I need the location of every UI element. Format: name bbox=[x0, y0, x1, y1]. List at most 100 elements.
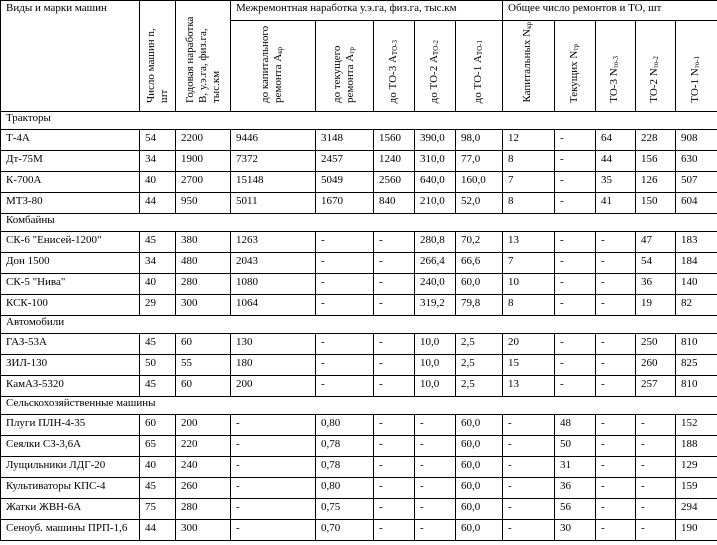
machine-name-cell: Сеялки СЗ-3,6А bbox=[1, 436, 140, 457]
value-cell: 280 bbox=[176, 499, 231, 520]
group-row: Комбайны bbox=[1, 214, 717, 232]
value-cell: - bbox=[316, 253, 374, 274]
value-cell: 77,0 bbox=[456, 151, 503, 172]
value-cell: 140 bbox=[676, 274, 717, 295]
value-cell: - bbox=[596, 520, 636, 541]
value-cell: 1560 bbox=[374, 130, 415, 151]
value-cell: - bbox=[555, 376, 596, 397]
value-cell: 0,78 bbox=[316, 457, 374, 478]
value-cell: 60 bbox=[140, 415, 176, 436]
value-cell: 310,0 bbox=[415, 151, 456, 172]
value-cell: 319,2 bbox=[415, 295, 456, 316]
value-cell: - bbox=[374, 415, 415, 436]
value-cell: 19 bbox=[636, 295, 676, 316]
value-cell: 130 bbox=[231, 334, 316, 355]
value-cell: 45 bbox=[140, 376, 176, 397]
value-cell: 480 bbox=[176, 253, 231, 274]
value-cell: 60,0 bbox=[456, 478, 503, 499]
value-cell: 188 bbox=[676, 436, 717, 457]
machine-name-cell: Плуги ПЛН-4-35 bbox=[1, 415, 140, 436]
value-cell: 13 bbox=[503, 232, 555, 253]
value-cell: - bbox=[596, 457, 636, 478]
value-cell: 0,75 bbox=[316, 499, 374, 520]
value-cell: 29 bbox=[140, 295, 176, 316]
value-cell: - bbox=[415, 457, 456, 478]
value-cell: - bbox=[503, 415, 555, 436]
value-cell: - bbox=[316, 355, 374, 376]
value-cell: 45 bbox=[140, 334, 176, 355]
value-cell: - bbox=[374, 274, 415, 295]
value-cell: 0,80 bbox=[316, 415, 374, 436]
value-cell: 8 bbox=[503, 295, 555, 316]
value-cell: 640,0 bbox=[415, 172, 456, 193]
header-interrepair-4: до ТО-1 АТО-1 bbox=[456, 21, 503, 112]
group-title: Автомобили bbox=[1, 316, 717, 334]
value-cell: 60,0 bbox=[456, 415, 503, 436]
value-cell: 60,0 bbox=[456, 436, 503, 457]
value-cell: 56 bbox=[555, 499, 596, 520]
machine-name-cell: КамАЗ-5320 bbox=[1, 376, 140, 397]
value-cell: 54 bbox=[140, 130, 176, 151]
value-cell: - bbox=[415, 415, 456, 436]
value-cell: - bbox=[596, 499, 636, 520]
value-cell: - bbox=[555, 172, 596, 193]
value-cell: 34 bbox=[140, 253, 176, 274]
value-cell: 2,5 bbox=[456, 355, 503, 376]
value-cell: 810 bbox=[676, 376, 717, 397]
value-cell: - bbox=[374, 376, 415, 397]
header-total-0: Капитальных Nкр bbox=[503, 21, 555, 112]
value-cell: - bbox=[374, 457, 415, 478]
value-cell: - bbox=[316, 232, 374, 253]
value-cell: - bbox=[231, 457, 316, 478]
value-cell: - bbox=[415, 520, 456, 541]
value-cell: - bbox=[316, 274, 374, 295]
header-interrepair-3: до ТО-2 АТО-2 bbox=[415, 21, 456, 112]
value-cell: 1064 bbox=[231, 295, 316, 316]
value-cell: 7 bbox=[503, 172, 555, 193]
value-cell: 280 bbox=[176, 274, 231, 295]
value-cell: - bbox=[596, 376, 636, 397]
machine-name-cell: Сеноуб. машины ПРП-1,6 bbox=[1, 520, 140, 541]
value-cell: 5049 bbox=[316, 172, 374, 193]
value-cell: 260 bbox=[636, 355, 676, 376]
value-cell: 36 bbox=[636, 274, 676, 295]
value-cell: 300 bbox=[176, 520, 231, 541]
value-cell: 220 bbox=[176, 436, 231, 457]
value-cell: 10,0 bbox=[415, 355, 456, 376]
header-interrepair-2: до ТО-3 АТО-3 bbox=[374, 21, 415, 112]
value-cell: 840 bbox=[374, 193, 415, 214]
machine-name-cell: Жатки ЖВН-6А bbox=[1, 499, 140, 520]
value-cell: - bbox=[316, 376, 374, 397]
value-cell: 10 bbox=[503, 274, 555, 295]
machine-name-cell: Дт-75М bbox=[1, 151, 140, 172]
value-cell: 8 bbox=[503, 151, 555, 172]
value-cell: 3148 bbox=[316, 130, 374, 151]
value-cell: - bbox=[231, 478, 316, 499]
value-cell: 260 bbox=[176, 478, 231, 499]
value-cell: 40 bbox=[140, 274, 176, 295]
machine-name-cell: Т-4А bbox=[1, 130, 140, 151]
value-cell: - bbox=[636, 520, 676, 541]
value-cell: 15148 bbox=[231, 172, 316, 193]
machine-name-cell: Дон 1500 bbox=[1, 253, 140, 274]
value-cell: - bbox=[374, 499, 415, 520]
group-title: Тракторы bbox=[1, 112, 717, 130]
value-cell: - bbox=[555, 334, 596, 355]
group-title: Комбайны bbox=[1, 214, 717, 232]
header-annual-output: Годовая наработка B, у.э.га, физ.га, тыс… bbox=[176, 1, 231, 112]
machine-name-cell: МТЗ-80 bbox=[1, 193, 140, 214]
header-total-group: Общее число ремонтов и ТО, шт bbox=[503, 1, 717, 21]
value-cell: - bbox=[503, 436, 555, 457]
value-cell: 66,6 bbox=[456, 253, 503, 274]
value-cell: - bbox=[231, 436, 316, 457]
value-cell: 60,0 bbox=[456, 499, 503, 520]
value-cell: - bbox=[374, 334, 415, 355]
value-cell: - bbox=[374, 232, 415, 253]
value-cell: 294 bbox=[676, 499, 717, 520]
